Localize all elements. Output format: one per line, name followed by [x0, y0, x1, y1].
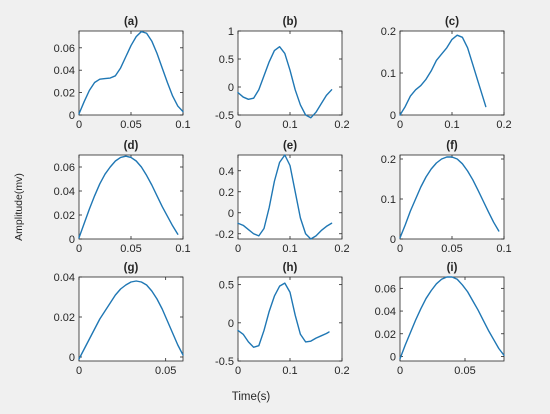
x-tick-label: 0.1	[175, 119, 190, 131]
x-tick-label: 0	[235, 119, 241, 131]
series-line	[78, 280, 184, 360]
x-tick-label: 0.1	[282, 365, 297, 377]
panel-title: (g)	[124, 262, 139, 274]
y-tick-label: 0.04	[54, 186, 75, 198]
x-tick-label: 0.2	[496, 119, 511, 131]
panel-title: (f)	[446, 140, 458, 152]
y-tick-label: 0	[390, 234, 396, 246]
y-tick-label: 0.04	[54, 272, 75, 284]
y-tick-label: 0	[69, 352, 75, 364]
plot-area	[399, 154, 505, 240]
y-tick-label: 0.2	[381, 154, 396, 166]
x-tick-label: 0	[76, 119, 82, 131]
y-tick-label: 0.04	[375, 306, 396, 318]
plot-area	[237, 30, 343, 116]
y-tick-label: 0.06	[54, 43, 75, 55]
x-tick-label: 0	[235, 365, 241, 377]
y-tick-label: 0.1	[381, 194, 396, 206]
x-tick-label: 0	[397, 243, 403, 255]
y-tick-label: 0.02	[54, 312, 75, 324]
plot-area	[78, 276, 184, 362]
plot-area	[399, 276, 505, 362]
subplot-e: 0 0.1 0.2-0.200.20.4(e)	[215, 140, 350, 255]
y-tick-label: -0.5	[215, 110, 234, 122]
panel-title: (d)	[124, 140, 139, 152]
y-tick-label: 0	[69, 110, 75, 122]
subplot-c: 0 0.1 0.2 0 0.1 0.2 (c)	[381, 16, 512, 131]
series-line	[237, 45, 333, 119]
x-tick-label: 0	[397, 119, 403, 131]
x-tick-label: 0.05	[120, 243, 141, 255]
y-tick-label: 0.5	[219, 280, 234, 292]
plot-area	[78, 30, 184, 116]
x-tick-label: 0	[76, 365, 82, 377]
subplot-f: 0 0.05 0.1 0 0.1 0.2 (f)	[381, 140, 512, 255]
subplot-d: 0 0.05 0.1 0 0.02 0.04 0.06 (d)	[54, 140, 191, 255]
x-tick-label: 0.2	[334, 119, 349, 131]
x-axis-label: Time(s)	[232, 391, 271, 403]
x-tick-label: 0.2	[334, 243, 349, 255]
y-tick-label: 0.2	[381, 26, 396, 38]
y-tick-label: 0	[228, 82, 234, 94]
y-tick-label: 0	[69, 234, 75, 246]
x-tick-label: 0	[235, 243, 241, 255]
series-line	[399, 34, 487, 116]
subplot-a: 0 0.05 0.1 0 0.02 0.04 0.06 (a)	[54, 16, 191, 131]
subplot-h: 0 0.1 0.2-0.500.5(h)	[215, 262, 350, 377]
y-tick-label: 0	[390, 351, 396, 363]
y-tick-label: -0.5	[215, 356, 234, 368]
y-tick-label: 0.04	[54, 65, 75, 77]
x-tick-label: 0.1	[444, 119, 459, 131]
y-tick-label: 0.5	[219, 54, 234, 66]
subplot-g: 0 0.05 0 0.02 0.04 (g)	[54, 262, 184, 377]
y-tick-label: 0.06	[375, 283, 396, 295]
x-tick-label: 0.05	[441, 243, 462, 255]
y-tick-label: 0.02	[375, 329, 396, 341]
x-tick-label: 0.2	[334, 365, 349, 377]
x-tick-label: 0	[397, 365, 403, 377]
x-tick-label: 0	[76, 243, 82, 255]
y-tick-label: 0.02	[54, 88, 75, 100]
plot-area	[237, 276, 343, 362]
y-tick-label: 0	[390, 110, 396, 122]
y-tick-label: 0.4	[219, 166, 234, 178]
x-tick-label: 0.05	[155, 365, 176, 377]
series-line	[78, 30, 184, 115]
y-tick-label: 0	[228, 208, 234, 220]
y-tick-label: 0	[228, 318, 234, 330]
series-line	[399, 276, 505, 360]
series-line	[78, 155, 179, 239]
x-tick-label: 0.05	[454, 365, 475, 377]
x-tick-label: 0.1	[496, 243, 511, 255]
panel-title: (c)	[445, 16, 459, 28]
x-tick-label: 0.1	[282, 119, 297, 131]
y-tick-label: 0.2	[219, 187, 234, 199]
series-line	[237, 154, 333, 240]
subplot-b: 0 0.1 0.2-0.500.51(b)	[215, 16, 350, 131]
series-line	[237, 282, 330, 348]
subplot-i: 0 0.05 0 0.02 0.04 0.06 (i)	[375, 262, 505, 377]
series-line	[399, 156, 500, 239]
y-tick-label: 0.06	[54, 162, 75, 174]
y-tick-label: 1	[228, 26, 234, 38]
plot-area	[399, 30, 505, 116]
panel-title: (b)	[283, 16, 298, 28]
y-axis-label: Amplitude(mv)	[13, 173, 25, 241]
y-tick-label: 0.1	[381, 68, 396, 80]
subplot-grid: 0 0.05 0.100.020.040.06(a)0 0.1 0.2-0.500.51…	[54, 16, 512, 377]
y-tick-label: 0.02	[54, 210, 75, 222]
y-tick-label: -0.2	[215, 229, 234, 241]
panel-title: (h)	[283, 262, 298, 274]
panel-title: (e)	[283, 140, 297, 152]
x-tick-label: 0.1	[282, 243, 297, 255]
panel-title: (i)	[447, 262, 458, 274]
x-tick-label: 0.1	[175, 243, 190, 255]
panel-title: (a)	[124, 16, 138, 28]
x-tick-label: 0.05	[120, 119, 141, 131]
